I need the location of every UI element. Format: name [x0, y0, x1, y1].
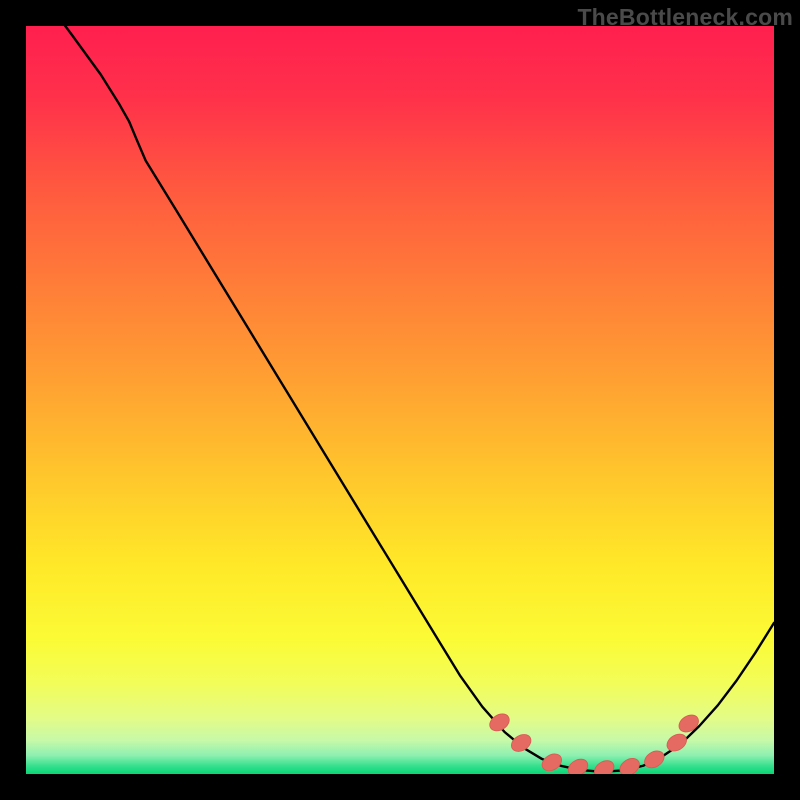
bottleneck-chart: [0, 0, 800, 800]
watermark-text: TheBottleneck.com: [577, 4, 793, 31]
heatmap-background: [26, 26, 774, 774]
watermark-label: TheBottleneck.com: [577, 4, 793, 30]
